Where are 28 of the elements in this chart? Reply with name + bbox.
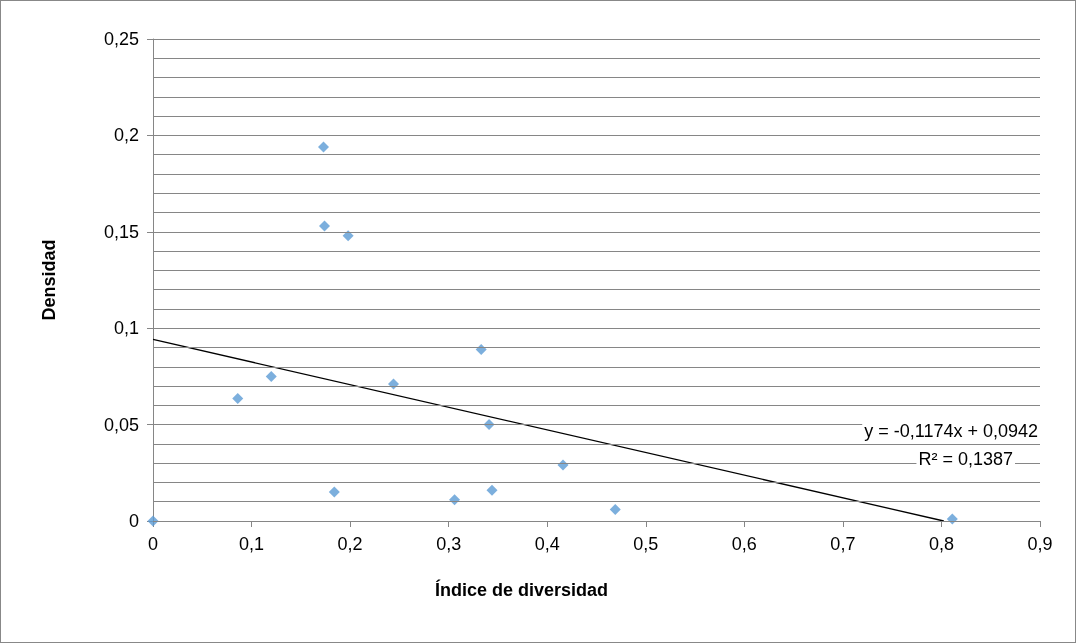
y-tick-label: 0,1 — [113, 318, 139, 339]
y-tick-label: 0,25 — [103, 29, 139, 49]
point — [486, 484, 498, 496]
x-tick-label: 0,5 — [633, 534, 659, 554]
y-tick-label: 0,15 — [103, 221, 139, 242]
x-tick-label: 0,7 — [830, 534, 856, 554]
x-tick-label: 0,9 — [1027, 534, 1053, 554]
x-tick-label: 0,6 — [731, 534, 757, 554]
point — [609, 503, 621, 515]
x-tick-label: 0,1 — [239, 534, 265, 554]
x-tick-label: 0,2 — [337, 534, 363, 554]
annotation: y = -0,1174x + 0,0942 — [864, 421, 1038, 441]
point — [318, 141, 329, 153]
point — [318, 220, 330, 232]
y-axis-title: Densidad — [39, 239, 59, 321]
y-tick-label: 0,05 — [103, 414, 139, 435]
x-tick-label: 0 — [147, 534, 159, 554]
y-tick-label: 0,2 — [113, 125, 139, 146]
y-tick-label: 0 — [128, 511, 139, 531]
point — [265, 370, 277, 382]
x-axis-title: Índice de diversidad — [434, 579, 609, 600]
point — [232, 393, 244, 405]
annotation: R² = 0,1387 — [918, 449, 1013, 469]
x-tick-label: 0,3 — [436, 534, 462, 554]
x-tick-label: 0,8 — [928, 534, 954, 554]
x-tick-label: 0,4 — [534, 534, 560, 554]
point — [342, 230, 354, 242]
point — [328, 486, 340, 498]
